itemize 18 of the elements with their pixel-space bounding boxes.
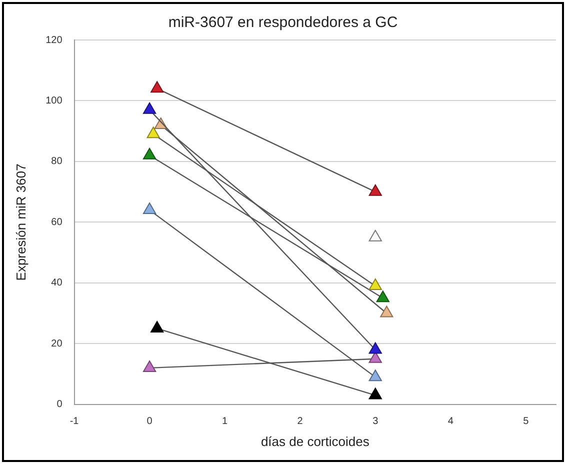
- y-tick-label: 80: [51, 156, 63, 168]
- y-tick-label: 100: [46, 95, 63, 106]
- y-tick-label: 20: [51, 338, 63, 350]
- x-tick-label: 5: [523, 416, 530, 428]
- x-tick-label: 1: [222, 416, 228, 428]
- x-tick-label: 4: [448, 416, 454, 428]
- x-tick-label: 3: [372, 416, 379, 428]
- y-tick-label: 120: [46, 34, 63, 46]
- y-axis-title: Expresión miR 3607: [13, 164, 28, 281]
- chart-title: miR-3607 en respondedores a GC: [168, 14, 398, 32]
- point: [368, 230, 382, 242]
- x-axis-title: días de corticoides: [260, 434, 370, 449]
- x-tick-label: 2: [297, 416, 304, 428]
- y-tick-label: 40: [51, 278, 63, 289]
- y-tick-label: 0: [56, 399, 63, 410]
- y-tick-label: 60: [51, 216, 63, 228]
- x-tick-label: 0: [146, 416, 153, 428]
- x-tick-label: -1: [70, 416, 80, 428]
